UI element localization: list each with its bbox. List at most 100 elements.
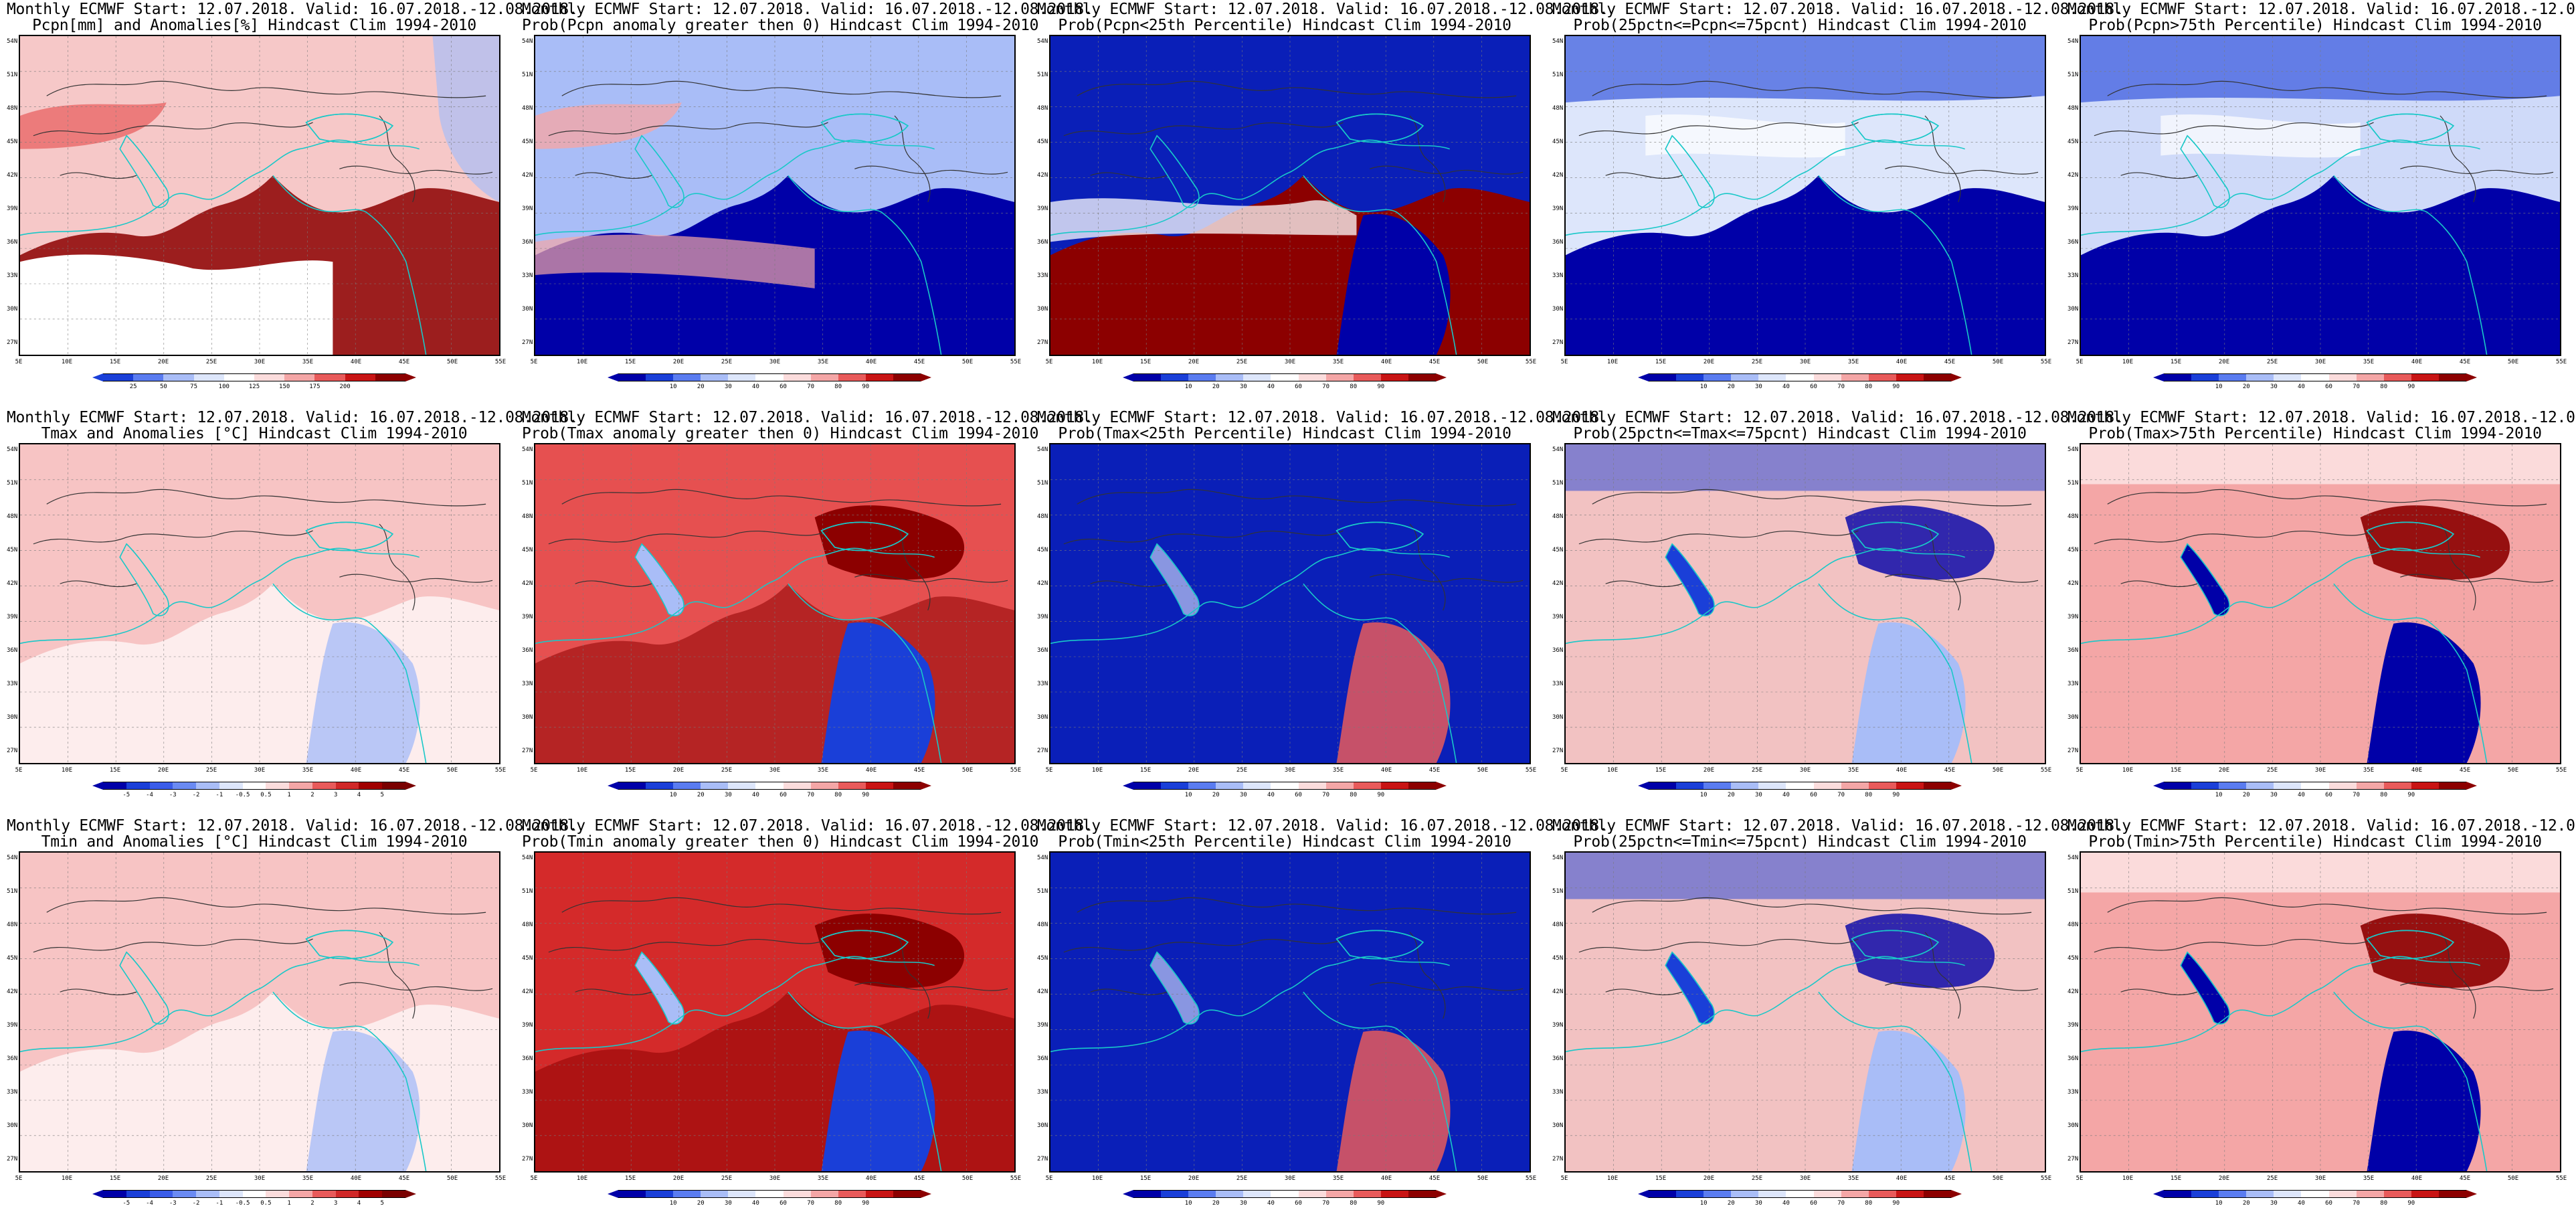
colorbar-segment xyxy=(1298,373,1326,381)
lon-label: 30E xyxy=(1799,1175,1811,1182)
anomaly-field xyxy=(1665,543,1714,616)
colorbar-segment xyxy=(646,782,674,790)
map-plot xyxy=(19,443,500,764)
anomaly-field xyxy=(1845,505,1995,580)
colorbar-segment xyxy=(126,1190,150,1198)
colorbar-segment xyxy=(1133,782,1162,790)
colorbar-tick-label: 80 xyxy=(834,792,842,798)
colorbar-tick-label: 70 xyxy=(807,792,815,798)
panel-title-line1: Monthly ECMWF Start: 12.07.2018. Valid: … xyxy=(1552,1,2124,18)
panel-title-line1: Monthly ECMWF Start: 12.07.2018. Valid: … xyxy=(1037,1,1608,18)
lon-label: 20E xyxy=(2218,359,2230,365)
lat-label: 54N xyxy=(1037,855,1048,861)
lon-label: 55E xyxy=(2555,1175,2567,1182)
map-svg xyxy=(2081,36,2560,355)
anomaly-field xyxy=(1050,198,1357,242)
lon-label: 25E xyxy=(205,767,217,774)
colorbar-segment xyxy=(2383,373,2411,381)
lon-label: 15E xyxy=(1655,767,1667,774)
contour-line xyxy=(548,122,828,137)
lon-label: 25E xyxy=(721,359,733,365)
map-plot xyxy=(1049,35,1531,356)
colorbar-segment xyxy=(1271,373,1299,381)
lat-label: 33N xyxy=(522,1089,533,1096)
colorbar-segment xyxy=(196,782,219,790)
colorbar-segment xyxy=(173,1190,197,1198)
lon-label: 40E xyxy=(2411,767,2423,774)
colorbar-segment xyxy=(2274,782,2302,790)
colorbar-segment xyxy=(1243,373,1271,381)
lon-label: 50E xyxy=(1477,1175,1489,1182)
lon-label: 40E xyxy=(1896,1175,1908,1182)
lat-label: 30N xyxy=(7,714,18,721)
colorbar-segment xyxy=(103,373,134,381)
contour-line xyxy=(33,530,313,545)
colorbar-tick-label: 90 xyxy=(1892,792,1900,798)
lon-label: 50E xyxy=(446,359,458,365)
lat-label: 54N xyxy=(7,38,18,45)
lat-label: 36N xyxy=(1037,647,1048,654)
lon-label: 25E xyxy=(205,1175,217,1182)
lat-label: 27N xyxy=(2067,339,2079,346)
lat-label: 39N xyxy=(1552,205,1564,212)
lat-label: 33N xyxy=(7,1089,18,1096)
colorbar-segment xyxy=(345,373,375,381)
colorbar-segment xyxy=(163,373,194,381)
lon-label: 55E xyxy=(2040,767,2052,774)
lat-label: 48N xyxy=(1552,513,1564,520)
lat-label: 39N xyxy=(2067,205,2079,212)
colorbar-tick-label: 20 xyxy=(1212,383,1220,390)
contour-line xyxy=(561,489,1002,507)
lon-label: 5E xyxy=(1045,767,1053,774)
map-panel: Monthly ECMWF Start: 12.07.2018. Valid: … xyxy=(2067,816,2576,1208)
lat-label: 48N xyxy=(2067,922,2079,928)
map-panel: Monthly ECMWF Start: 12.07.2018. Valid: … xyxy=(7,0,578,392)
lat-label: 42N xyxy=(1037,988,1048,995)
lat-label: 36N xyxy=(2067,1055,2079,1062)
colorbar-arrow-right xyxy=(405,1190,416,1198)
colorbar-tick-label: 30 xyxy=(1754,383,1762,390)
lat-label: 42N xyxy=(7,172,18,179)
lon-label: 50E xyxy=(1992,767,2004,774)
lat-label: 30N xyxy=(2067,714,2079,721)
lon-label: 30E xyxy=(254,767,266,774)
colorbar-segment xyxy=(1896,782,1924,790)
lon-label: 55E xyxy=(1525,359,1537,365)
map-panel: Monthly ECMWF Start: 12.07.2018. Valid: … xyxy=(7,408,578,800)
colorbar-arrow-right xyxy=(2466,782,2478,790)
coastline xyxy=(119,543,169,616)
colorbar-segment xyxy=(1786,373,1814,381)
contour-line xyxy=(1090,172,1168,179)
map-panel: Monthly ECMWF Start: 12.07.2018. Valid: … xyxy=(2067,408,2576,800)
colorbar-segment xyxy=(149,782,173,790)
lon-label: 5E xyxy=(15,767,23,774)
colorbar-segment xyxy=(1923,782,1952,790)
panel-title-line2: Prob(Tmax anomaly greater then 0) Hindca… xyxy=(522,425,1039,442)
lat-label: 54N xyxy=(522,855,533,861)
colorbar-tick-label: 200 xyxy=(339,383,351,390)
lon-label: 5E xyxy=(530,359,538,365)
colorbar-tick-label: 1 xyxy=(287,1200,291,1207)
colorbar-segment xyxy=(2301,373,2329,381)
map-panel: Monthly ECMWF Start: 12.07.2018. Valid: … xyxy=(522,816,1093,1208)
colorbar-segment xyxy=(1731,1190,1759,1198)
colorbar-tick-label: 60 xyxy=(1810,792,1817,798)
contour-line xyxy=(561,80,1002,98)
lat-label: 27N xyxy=(7,339,18,346)
colorbar-arrow-left xyxy=(92,373,103,381)
coastline xyxy=(1149,135,1200,208)
contour-line xyxy=(1090,988,1168,996)
lat-label: 54N xyxy=(2067,446,2079,453)
lon-label: 50E xyxy=(2507,359,2519,365)
contour-line xyxy=(1370,165,1524,175)
colorbar-segment xyxy=(1731,782,1759,790)
colorbar-segment xyxy=(242,782,266,790)
colorbar-tick-label: 90 xyxy=(1377,1200,1385,1207)
lat-label: 48N xyxy=(522,105,533,112)
contour-line xyxy=(379,523,416,611)
colorbar-tick-label: 10 xyxy=(2215,383,2223,390)
coastline xyxy=(305,113,394,143)
anomaly-field xyxy=(814,505,965,580)
colorbar-tick-label: 90 xyxy=(1377,792,1385,798)
lat-label: 30N xyxy=(1037,714,1048,721)
